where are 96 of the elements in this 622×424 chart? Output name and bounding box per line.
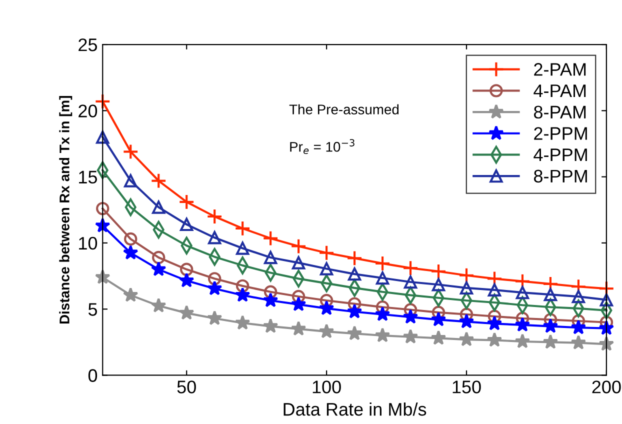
point xyxy=(374,255,391,272)
point xyxy=(374,306,390,322)
legend-label: 2-PPM xyxy=(534,127,587,140)
annotation: Pr$_{e}$ = 10$^{−3}$ xyxy=(290,139,354,154)
y-tick-label: 20 xyxy=(78,104,98,118)
point xyxy=(348,267,362,281)
point xyxy=(458,314,474,328)
legend-label: 2-PAM xyxy=(534,63,586,76)
point xyxy=(348,297,362,310)
point xyxy=(488,283,502,297)
point xyxy=(292,256,306,270)
point xyxy=(262,230,279,246)
point xyxy=(208,231,222,244)
y-tick-label: 25 xyxy=(78,38,98,52)
point xyxy=(264,285,278,298)
y-tick-label: 10 xyxy=(79,236,98,250)
point xyxy=(152,250,166,264)
point xyxy=(206,310,222,326)
point xyxy=(234,314,250,330)
point xyxy=(122,244,138,260)
point xyxy=(96,202,110,216)
point xyxy=(404,275,418,289)
point xyxy=(262,292,278,308)
point xyxy=(206,208,223,224)
point xyxy=(486,332,502,347)
point xyxy=(458,332,474,346)
point xyxy=(318,300,334,316)
point xyxy=(376,271,390,285)
point xyxy=(516,286,530,300)
point xyxy=(402,260,419,276)
point xyxy=(320,262,334,276)
point xyxy=(374,328,390,342)
point xyxy=(600,293,614,306)
point xyxy=(180,218,194,232)
point xyxy=(570,334,586,350)
annotation: The Pre-assumed xyxy=(289,104,399,114)
point xyxy=(262,318,278,333)
point xyxy=(124,232,138,246)
point xyxy=(514,316,530,332)
point xyxy=(544,288,558,302)
point xyxy=(346,326,362,340)
x-axis-title: Data Rate in Mb/s xyxy=(284,402,426,416)
legend-label: 4-PPM xyxy=(534,148,587,162)
point xyxy=(570,320,586,334)
point xyxy=(292,290,306,304)
point xyxy=(124,174,138,188)
point xyxy=(318,244,335,261)
y-tick-label: 0 xyxy=(88,369,98,382)
point xyxy=(318,324,334,338)
point xyxy=(96,130,110,144)
point xyxy=(542,318,558,333)
point xyxy=(178,272,194,288)
point xyxy=(150,261,166,276)
point xyxy=(150,298,166,312)
y-axis-title: Distance between Rx and Tx in [m] xyxy=(59,96,72,324)
point xyxy=(150,172,167,189)
point xyxy=(572,290,586,304)
x-tick-label: 150 xyxy=(452,380,481,394)
y-tick-label: 5 xyxy=(88,303,98,316)
point xyxy=(402,309,418,324)
point xyxy=(346,304,362,318)
point xyxy=(486,316,502,330)
point xyxy=(178,194,195,210)
point xyxy=(346,250,363,266)
legend-label: 4-PAM xyxy=(534,84,586,98)
point xyxy=(234,287,250,302)
point xyxy=(402,328,418,344)
point xyxy=(458,267,474,284)
x-tick-label: 100 xyxy=(312,380,341,394)
point xyxy=(290,320,306,336)
point xyxy=(180,262,194,276)
point xyxy=(152,200,166,214)
point xyxy=(430,330,446,345)
point xyxy=(430,312,446,326)
point xyxy=(234,220,251,236)
legend-label: 8-PAM xyxy=(534,106,586,119)
legend-label: 8-PPM xyxy=(534,170,587,183)
point xyxy=(122,144,139,160)
point xyxy=(236,279,250,293)
point xyxy=(206,280,222,296)
x-tick-label: 200 xyxy=(592,380,621,394)
point xyxy=(122,287,138,302)
point xyxy=(290,296,306,312)
point xyxy=(460,281,474,295)
point xyxy=(208,272,222,286)
point xyxy=(320,294,334,308)
point xyxy=(290,238,307,254)
point xyxy=(514,334,530,348)
point xyxy=(430,263,446,280)
point xyxy=(432,278,446,292)
x-tick-label: 50 xyxy=(177,380,196,394)
point xyxy=(264,250,278,264)
point xyxy=(236,242,250,255)
y-tick-label: 15 xyxy=(79,170,98,184)
point xyxy=(542,334,558,349)
point xyxy=(178,305,194,320)
